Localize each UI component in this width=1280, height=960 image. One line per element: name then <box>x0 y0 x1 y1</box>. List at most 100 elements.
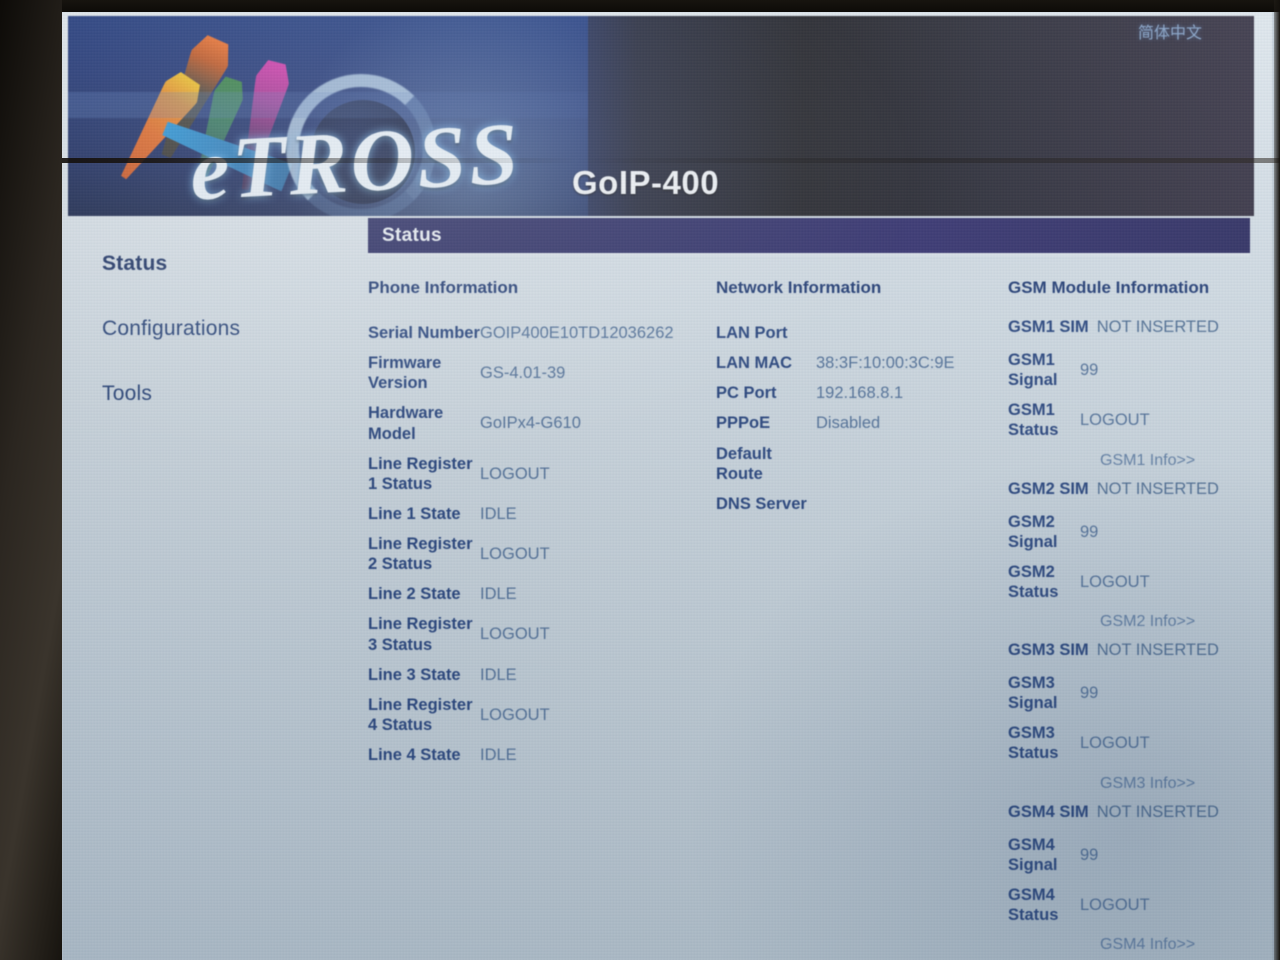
network-information-heading: Network Information <box>716 278 882 297</box>
phone-information-heading: Phone Information <box>368 278 519 297</box>
row-value <box>816 318 1008 348</box>
language-switch-link[interactable]: 简体中文 <box>1137 25 1202 42</box>
row-value: NOT INSERTED <box>1096 802 1219 821</box>
row-label: LAN MAC <box>716 354 793 373</box>
row-value: 38:3F:10:00:3C:9E <box>816 354 955 373</box>
row-label: GSM4 Signal <box>1008 835 1058 874</box>
row-label: Hardware Model <box>368 404 444 443</box>
gsm-module-information-heading: GSM Module Information <box>1008 278 1210 297</box>
table-row: GSM3 SIM NOT INSERTED <box>1008 641 1250 660</box>
table-row: Line 2 State IDLE <box>368 579 716 609</box>
sidebar-item-tools[interactable]: Tools <box>102 382 153 405</box>
table-row: Default Route <box>716 439 1008 489</box>
row-label: GSM1 SIM <box>1008 318 1089 336</box>
row-value: LOGOUT <box>480 545 550 564</box>
row-value: LOGOUT <box>480 705 550 724</box>
row-value: NOT INSERTED <box>1096 318 1219 336</box>
table-row: LAN MAC 38:3F:10:00:3C:9E <box>716 348 1008 378</box>
monitor-bezel-right <box>1274 0 1280 960</box>
row-value: LOGOUT <box>480 464 550 483</box>
web-page: eTROSS GoIP-400 简体中文 Status Configuratio… <box>58 12 1272 960</box>
gsm-2-info-link[interactable]: GSM2 Info>> <box>1100 613 1196 630</box>
table-row: Line Register 3 Status LOGOUT <box>368 609 716 659</box>
row-label: Line Register 3 Status <box>368 615 473 654</box>
row-value: LOGOUT <box>1080 572 1150 591</box>
gsm-module-4: GSM4 SIM NOT INSERTED GSM4 Signal 99 GSM… <box>1008 803 1250 955</box>
gsm-module-1: GSM1 SIM NOT INSERTED GSM1 Signal 99 GSM… <box>1008 318 1250 470</box>
gsm-4-table: GSM4 Signal 99 GSM4 Status LOGOUT <box>1008 830 1250 931</box>
row-label: GSM4 SIM <box>1008 802 1089 821</box>
row-label: GSM2 SIM <box>1008 479 1089 498</box>
phone-information-column: Phone Information Serial Number GOIP400E… <box>368 278 716 960</box>
row-label: GSM1 Signal <box>1008 351 1058 390</box>
row-label: Line 4 State <box>368 746 461 764</box>
row-label: Serial Number <box>368 324 480 342</box>
row-label: GSM3 SIM <box>1008 641 1089 659</box>
row-value: LOGOUT <box>1080 411 1150 430</box>
row-value: IDLE <box>480 746 517 764</box>
gsm-2-table: GSM2 Signal 99 GSM2 Status LOGOUT <box>1008 507 1250 608</box>
row-label: GSM4 Status <box>1008 885 1059 924</box>
row-value: 99 <box>1080 684 1099 703</box>
table-row: GSM3 Signal 99 <box>1008 668 1250 718</box>
monitor-bezel-top <box>0 0 1280 12</box>
table-row: PPPoE Disabled <box>716 408 1008 438</box>
monitor-bezel-left <box>0 0 62 960</box>
row-value: GoIPx4-G610 <box>480 414 581 433</box>
row-value: 99 <box>1080 522 1099 541</box>
table-row: Firmware Version GS-4.01-39 <box>368 348 716 398</box>
gsm-4-info-link[interactable]: GSM4 Info>> <box>1100 936 1196 953</box>
gsm-module-3: GSM3 SIM NOT INSERTED GSM3 Signal 99 GSM… <box>1008 641 1250 793</box>
table-row: Line 3 State IDLE <box>368 660 716 690</box>
gsm-3-info-link[interactable]: GSM3 Info>> <box>1100 774 1196 792</box>
row-label: GSM1 Status <box>1008 401 1059 440</box>
row-value: NOT INSERTED <box>1096 641 1219 659</box>
row-value: 192.168.8.1 <box>816 384 904 403</box>
table-row: GSM4 Signal 99 <box>1008 830 1250 880</box>
table-row: GSM4 Status LOGOUT <box>1008 880 1250 930</box>
gsm-3-table: GSM3 Signal 99 GSM3 Status LOGOUT <box>1008 668 1250 769</box>
device-title: GoIP-400 <box>572 164 720 201</box>
row-label: Line Register 4 Status <box>368 695 473 734</box>
table-row: DNS Server <box>716 489 1008 519</box>
sidebar-item-configurations[interactable]: Configurations <box>102 317 241 340</box>
row-value: IDLE <box>480 665 517 684</box>
row-label: LAN Port <box>716 324 788 342</box>
table-row: GSM3 Status LOGOUT <box>1008 718 1250 768</box>
row-label: Line 2 State <box>368 585 461 604</box>
row-value: Disabled <box>816 414 881 433</box>
table-row: Line 1 State IDLE <box>368 499 716 529</box>
gsm-module-2: GSM2 SIM NOT INSERTED GSM2 Signal 99 GSM… <box>1008 480 1250 632</box>
row-label: DNS Server <box>716 494 807 513</box>
row-value: 99 <box>1080 361 1099 380</box>
row-label: GSM3 Status <box>1008 724 1059 763</box>
table-row: Line 4 State IDLE <box>368 740 716 770</box>
row-value: GOIP400E10TD12036262 <box>480 324 674 342</box>
row-label: GSM2 Status <box>1008 562 1059 601</box>
table-row: PC Port 192.168.8.1 <box>716 378 1008 408</box>
table-row: Line Register 2 Status LOGOUT <box>368 529 716 579</box>
table-row: LAN Port <box>716 318 1008 348</box>
table-row: GSM4 SIM NOT INSERTED <box>1008 803 1250 822</box>
table-row: Line Register 4 Status LOGOUT <box>368 690 716 740</box>
table-row: GSM1 Status LOGOUT <box>1008 395 1250 445</box>
info-columns: Phone Information Serial Number GOIP400E… <box>368 256 1250 960</box>
network-information-table: LAN Port LAN MAC 38:3F:10:00:3C:9E PC Po… <box>716 318 1008 519</box>
row-value: IDLE <box>480 585 517 604</box>
row-value <box>816 439 1008 489</box>
gsm-1-table: GSM1 Signal 99 GSM1 Status LOGOUT <box>1008 345 1250 446</box>
table-row: GSM2 Signal 99 <box>1008 507 1250 557</box>
table-row: Serial Number GOIP400E10TD12036262 <box>368 318 716 348</box>
sidebar-item-status[interactable]: Status <box>102 252 168 275</box>
table-row: GSM2 SIM NOT INSERTED <box>1008 480 1250 499</box>
network-information-column: Network Information LAN Port LAN MAC 38:… <box>716 278 1008 960</box>
row-value: IDLE <box>480 504 517 523</box>
panel-title: Status <box>382 224 442 246</box>
panel-header: Status <box>368 218 1250 256</box>
row-value: LOGOUT <box>1080 734 1150 753</box>
page-banner: eTROSS GoIP-400 简体中文 <box>68 16 1254 216</box>
gsm-1-info-link[interactable]: GSM1 Info>> <box>1100 451 1196 469</box>
row-value: LOGOUT <box>480 625 550 644</box>
sidebar-nav: Status Configurations Tools <box>102 252 352 447</box>
